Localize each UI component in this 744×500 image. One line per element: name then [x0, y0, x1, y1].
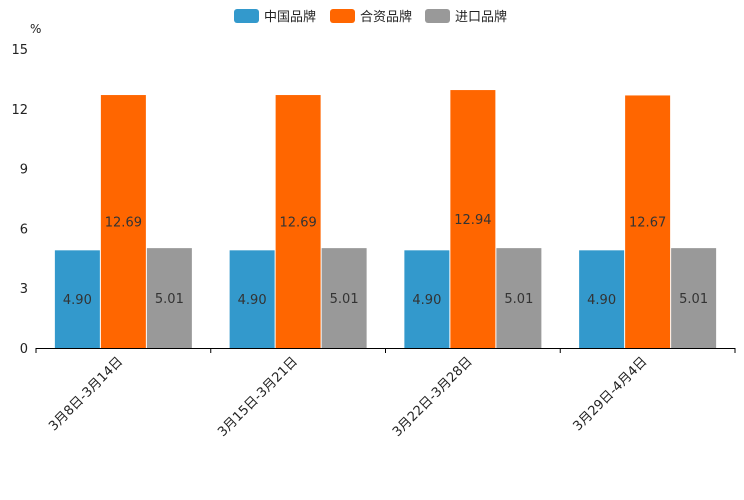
y-tick-label: 0 [20, 342, 28, 357]
legend-label: 进口品牌 [455, 9, 507, 25]
bar-value-label: 12.69 [105, 216, 142, 231]
legend-label: 合资品牌 [360, 9, 412, 25]
bar-value-label: 4.90 [63, 293, 92, 308]
legend-item[interactable]: 合资品牌 [330, 9, 412, 25]
bar[interactable] [404, 250, 450, 348]
legend-label: 中国品牌 [264, 9, 316, 25]
x-tick-label: 3月22日-3月28日 [390, 354, 476, 440]
y-axis-unit-label: % [30, 22, 41, 36]
legend-swatch [425, 9, 450, 23]
y-axis: 0 3 6 9 12 15 [11, 43, 28, 357]
bar[interactable] [496, 248, 542, 348]
legend-swatch [330, 9, 355, 23]
legend: 中国品牌 合资品牌 进口品牌 [234, 9, 507, 25]
x-axis: 3月8日-3月14日 3月15日-3月21日 3月22日-3月28日 3月29日-4月… [35, 348, 736, 440]
bar[interactable] [275, 95, 321, 349]
bar[interactable] [146, 248, 192, 348]
bar[interactable] [625, 95, 671, 348]
bar-value-label: 4.90 [587, 293, 616, 308]
bar-value-label: 5.01 [155, 292, 184, 307]
legend-item[interactable]: 中国品牌 [234, 9, 316, 25]
bar[interactable] [229, 250, 275, 348]
bar[interactable] [100, 95, 146, 349]
x-tick-label: 3月15日-3月21日 [215, 354, 301, 440]
x-tick-label: 3月29日-4月4日 [571, 354, 651, 434]
bar-value-label: 12.94 [454, 213, 491, 228]
bar-value-label: 12.67 [629, 216, 666, 231]
bar-value-label: 5.01 [330, 292, 359, 307]
y-tick-label: 6 [20, 222, 28, 237]
bars-group: 4.90 12.69 5.01 4.90 12.69 5.01 4.90 12.94 5.01 4… [54, 90, 717, 349]
bar[interactable] [450, 90, 496, 348]
bar-value-label: 5.01 [504, 292, 533, 307]
y-tick-label: 12 [11, 103, 28, 118]
bar-value-label: 5.01 [679, 292, 708, 307]
bar[interactable] [671, 248, 717, 348]
bar[interactable] [54, 250, 100, 348]
bar[interactable] [321, 248, 367, 348]
y-tick-label: 9 [20, 163, 28, 178]
x-tick-label: 3月8日-3月14日 [46, 354, 126, 434]
legend-swatch [234, 9, 259, 23]
legend-item[interactable]: 进口品牌 [425, 9, 507, 25]
y-tick-label: 3 [20, 282, 28, 297]
y-tick-label: 15 [11, 43, 28, 58]
bar[interactable] [579, 250, 625, 348]
bar-value-label: 4.90 [412, 293, 441, 308]
bar-value-label: 4.90 [238, 293, 267, 308]
bar-value-label: 12.69 [280, 216, 317, 231]
